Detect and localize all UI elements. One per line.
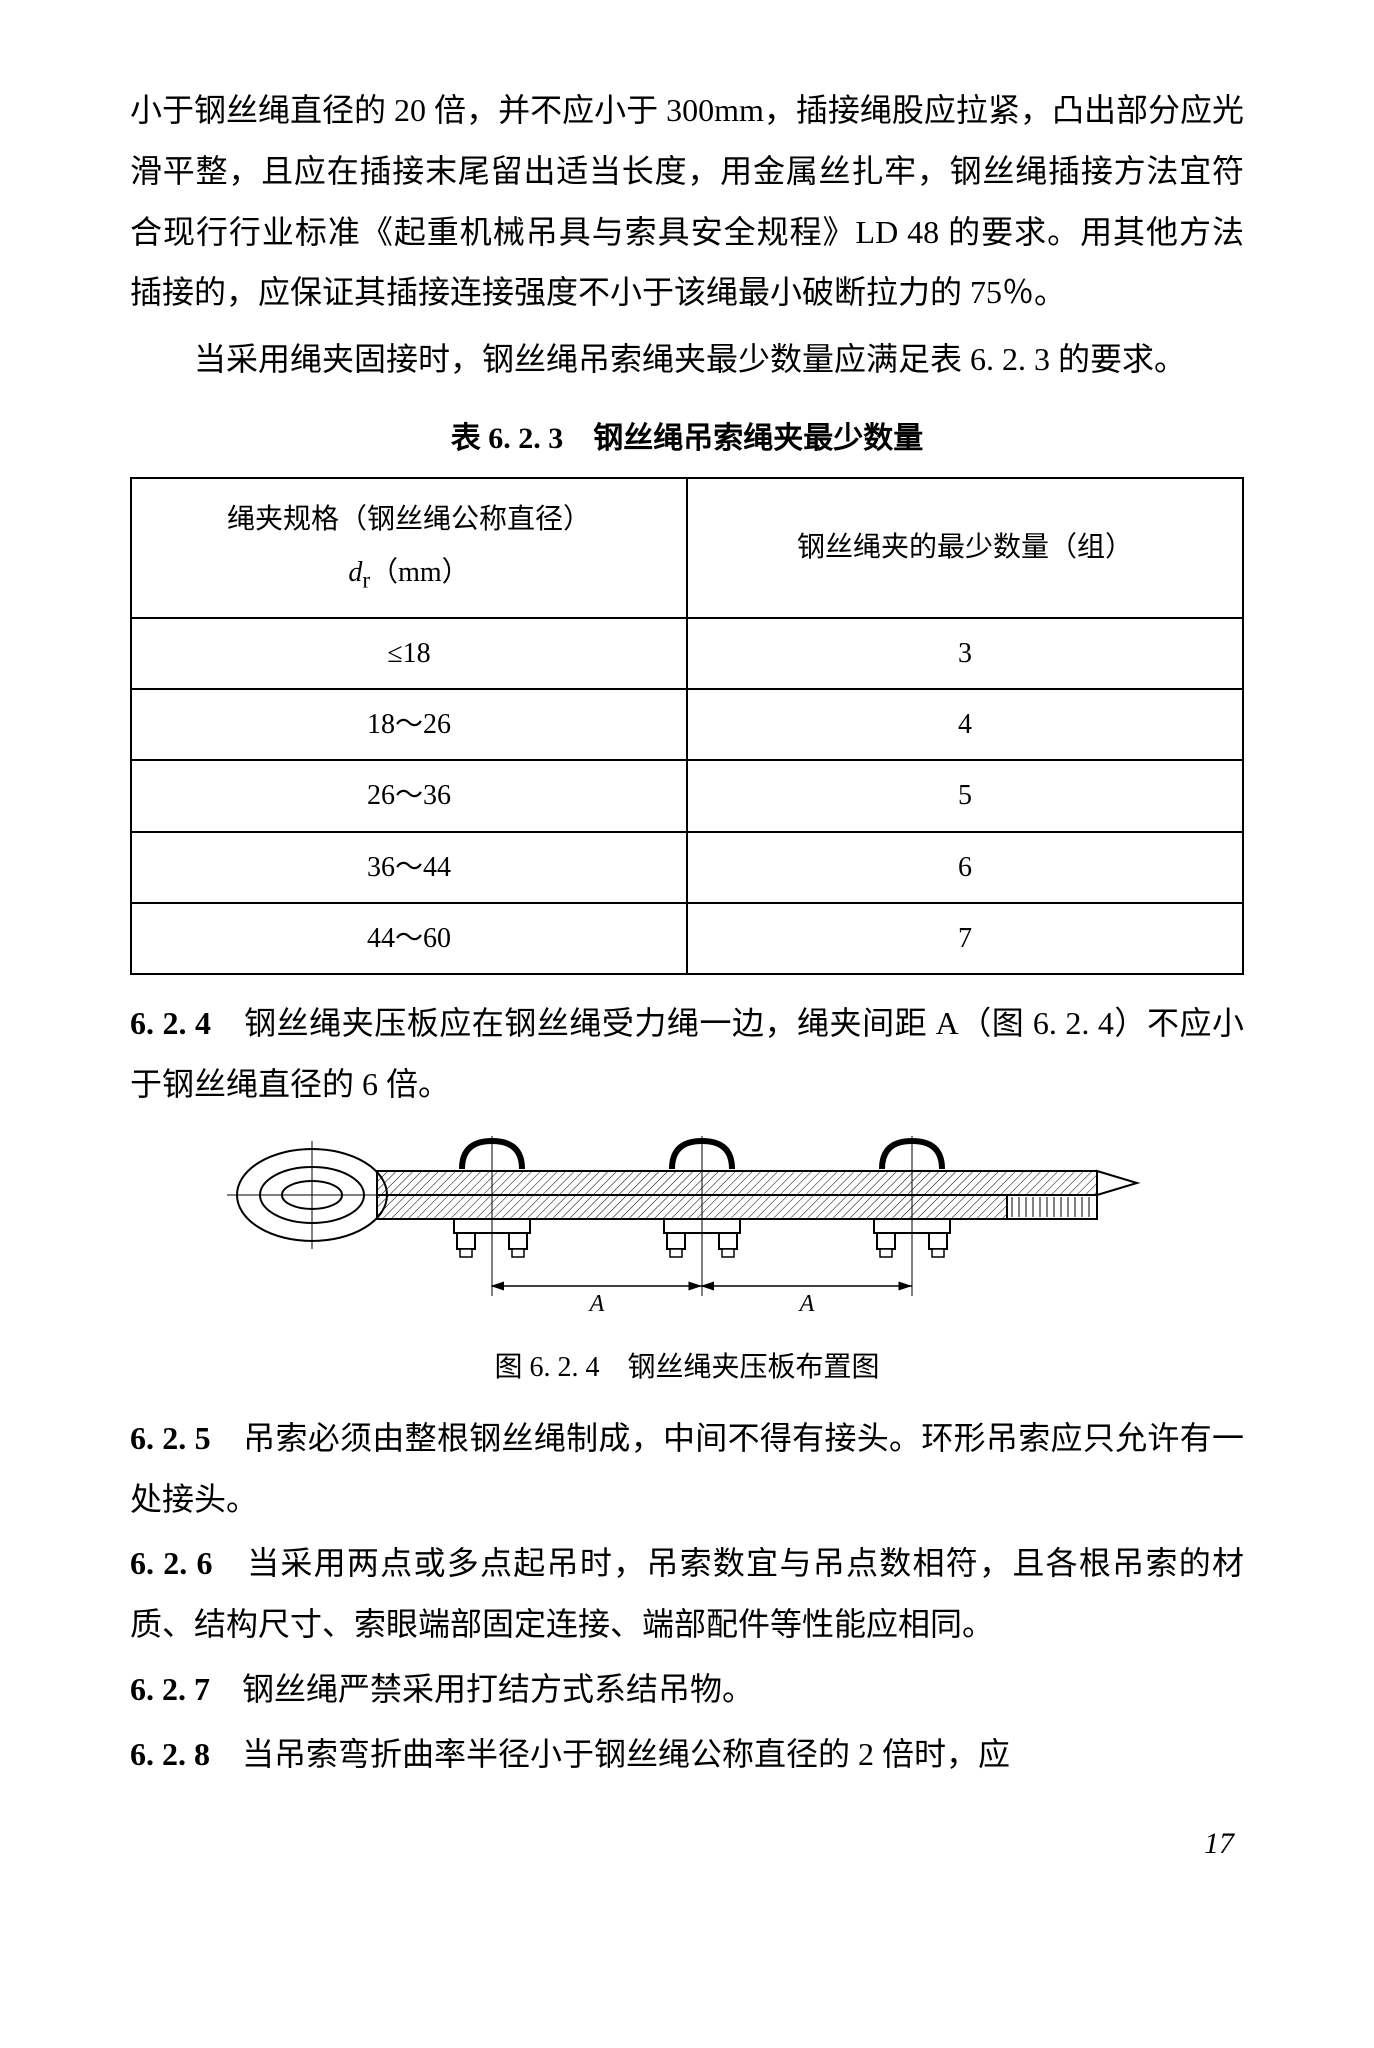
clause-num: 6. 2. 7 [130,1671,210,1707]
clause-text: 当吊索弯折曲率半径小于钢丝绳公称直径的 2 倍时，应 [210,1736,1010,1772]
clause-626: 6. 2. 6 当采用两点或多点起吊时，吊索数宜与吊点数相符，且各根吊索的材质、… [130,1533,1244,1655]
clause-625: 6. 2. 5 吊索必须由整根钢丝绳制成，中间不得有接头。环形吊索应只允许有一处… [130,1408,1244,1530]
table-cell: 7 [687,903,1243,974]
clause-text: 吊索必须由整根钢丝绳制成，中间不得有接头。环形吊索应只允许有一处接头。 [130,1420,1244,1517]
clause-text: 钢丝绳严禁采用打结方式系结吊物。 [210,1671,754,1707]
figure-624-diagram: A A [207,1131,1167,1331]
paragraph-1: 小于钢丝绳直径的 20 倍，并不应小于 300mm，插接绳股应拉紧，凸出部分应光… [130,80,1244,323]
header1-sub: r [362,568,370,594]
table-cell: 3 [687,618,1243,689]
paragraph-2: 当采用绳夹固接时，钢丝绳吊索绳夹最少数量应满足表 6. 2. 3 的要求。 [130,329,1244,390]
table-cell: 5 [687,760,1243,831]
clause-num: 6. 2. 4 [130,1005,211,1041]
clip-table: 绳夹规格（钢丝绳公称直径） dr（mm） 钢丝绳夹的最少数量（组） ≤183 1… [130,477,1244,975]
table-caption: 表 6. 2. 3 钢丝绳吊索绳夹最少数量 [130,410,1244,467]
clause-num: 6. 2. 6 [130,1545,213,1581]
clause-628: 6. 2. 8 当吊索弯折曲率半径小于钢丝绳公称直径的 2 倍时，应 [130,1724,1244,1785]
table-cell: 6 [687,832,1243,903]
dim-label-a2: A [798,1291,815,1317]
table-cell: 4 [687,689,1243,760]
table-cell: 26～36 [131,760,687,831]
table-cell: ≤18 [131,618,687,689]
clause-text: 当采用两点或多点起吊时，吊索数宜与吊点数相符，且各根吊索的材质、结构尺寸、索眼端… [130,1545,1244,1642]
table-header-2: 钢丝绳夹的最少数量（组） [687,478,1243,618]
header1-line1: 绳夹规格（钢丝绳公称直径） [227,504,591,535]
table-row: 36～446 [131,832,1243,903]
table-row: 18～264 [131,689,1243,760]
table-row: 26～365 [131,760,1243,831]
table-row: 44～607 [131,903,1243,974]
header1-unit: （mm） [370,557,470,588]
table-cell: 44～60 [131,903,687,974]
page-number: 17 [130,1815,1244,1872]
clause-624: 6. 2. 4 钢丝绳夹压板应在钢丝绳受力绳一边，绳夹间距 A（图 6. 2. … [130,993,1244,1115]
table-header-row: 绳夹规格（钢丝绳公称直径） dr（mm） 钢丝绳夹的最少数量（组） [131,478,1243,618]
table-cell: 18～26 [131,689,687,760]
table-row: ≤183 [131,618,1243,689]
clause-text: 钢丝绳夹压板应在钢丝绳受力绳一边，绳夹间距 A（图 6. 2. 4）不应小于钢丝… [130,1005,1244,1102]
clause-num: 6. 2. 5 [130,1420,211,1456]
table-cell: 36～44 [131,832,687,903]
header1-var: d [348,557,362,588]
clause-num: 6. 2. 8 [130,1736,210,1772]
table-header-1: 绳夹规格（钢丝绳公称直径） dr（mm） [131,478,687,618]
dim-label-a1: A [588,1291,605,1317]
figure-caption: 图 6. 2. 4 钢丝绳夹压板布置图 [130,1341,1244,1394]
clause-627: 6. 2. 7 钢丝绳严禁采用打结方式系结吊物。 [130,1659,1244,1720]
